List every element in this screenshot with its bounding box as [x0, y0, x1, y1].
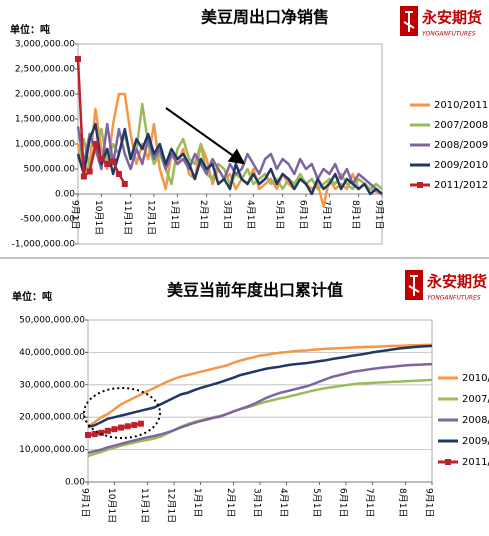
- unit-label: 单位：吨: [12, 290, 52, 303]
- point-marker: [98, 429, 105, 436]
- x-tick-label: 3月1日: [252, 488, 263, 517]
- legend-label: 2009/2010: [434, 160, 488, 171]
- logo-icon-stroke: [408, 275, 420, 296]
- point-marker: [124, 423, 131, 430]
- point-marker: [121, 181, 128, 187]
- legend-label: 2010/2011: [462, 373, 489, 384]
- legend-label: 2011/2012: [434, 180, 488, 191]
- x-tick-label: 9月1日: [80, 488, 91, 517]
- point-marker: [91, 431, 98, 438]
- line-series: [87, 362, 433, 455]
- x-tick-label: 11月1日: [122, 200, 133, 235]
- x-tick-label: 1月1日: [169, 200, 180, 229]
- x-tick-label: 9月1日: [374, 200, 385, 229]
- x-tick-label: 1月1日: [192, 488, 203, 517]
- y-tick-label: 1,000,000.00: [15, 140, 75, 150]
- y-tick-label: 0.00: [65, 478, 85, 488]
- y-tick-label: 40,000,000.00: [19, 348, 85, 358]
- x-tick-label: 8月1日: [397, 488, 408, 517]
- x-tick-label: 8月1日: [350, 200, 361, 229]
- x-tick-label: 10月1日: [93, 200, 104, 235]
- legend-marker: [445, 459, 451, 465]
- legend-label: 2008/2009: [434, 140, 488, 151]
- point-marker: [98, 156, 105, 162]
- point-marker: [86, 168, 93, 175]
- legend-marker: [417, 182, 423, 188]
- x-tick-label: 9月1日: [424, 488, 435, 517]
- y-tick-label: 3,000,000.00: [15, 40, 75, 50]
- legend-label: 2008/2009: [462, 415, 489, 426]
- unit-label: 单位：吨: [10, 23, 50, 36]
- x-tick-label: 12月1日: [146, 200, 157, 235]
- y-tick-label: 20,000,000.00: [19, 413, 85, 423]
- x-tick-label: 12月1日: [166, 488, 177, 523]
- x-tick-label: 9月1日: [70, 200, 81, 229]
- y-tick-label: 30,000,000.00: [19, 380, 85, 390]
- x-tick-label: 7月1日: [364, 488, 375, 517]
- y-tick-label: -1,000,000.00: [12, 240, 76, 250]
- logo-tagline: YONGANFUTURES: [422, 31, 476, 38]
- x-tick-label: 6月1日: [338, 488, 349, 517]
- line-series: [87, 344, 433, 429]
- line-series: [76, 122, 383, 196]
- logo-name: 永安期货: [426, 273, 487, 291]
- point-marker: [80, 173, 87, 180]
- legend-label: 2009/2010: [462, 436, 489, 447]
- y-tick-label: 2,000,000.00: [15, 90, 75, 100]
- point-marker: [104, 427, 111, 434]
- x-tick-label: 5月1日: [311, 488, 322, 517]
- logo-icon-stroke: [403, 11, 415, 32]
- y-tick-label: -500,000.00: [20, 215, 75, 225]
- y-tick-label: 0.00: [55, 190, 75, 200]
- point-marker: [137, 420, 144, 427]
- line-series: [87, 343, 432, 428]
- line-series: [87, 378, 433, 458]
- x-tick-label: 11月1日: [139, 488, 150, 523]
- legend-label: 2007/2008: [434, 120, 488, 131]
- x-tick-label: 3月1日: [222, 200, 233, 229]
- x-tick-label: 4月1日: [278, 488, 289, 517]
- x-tick-label: 10月1日: [106, 488, 117, 523]
- point-marker: [111, 426, 118, 433]
- x-tick-label: 6月1日: [298, 200, 309, 229]
- x-tick-label: 4月1日: [245, 200, 256, 229]
- point-marker: [115, 171, 122, 177]
- y-tick-label: 10,000,000.00: [19, 445, 85, 455]
- point-marker: [104, 161, 111, 167]
- point-marker: [85, 432, 91, 439]
- y-tick-label: 50,000,000.00: [19, 316, 85, 326]
- chart-title: 美豆周出口净销售: [201, 8, 329, 27]
- x-tick-label: 7月1日: [321, 200, 332, 229]
- legend-label: 2011/2012: [462, 457, 489, 468]
- point-marker: [131, 421, 138, 428]
- point-marker: [75, 56, 81, 62]
- x-tick-label: 2月1日: [198, 200, 209, 229]
- point-marker: [92, 141, 99, 147]
- chart-title: 美豆当前年度出口累计值: [167, 281, 343, 300]
- point-marker: [110, 158, 117, 165]
- logo-name: 永安期货: [421, 9, 482, 27]
- legend-label: 2010/2011: [434, 100, 488, 111]
- x-tick-label: 5月1日: [274, 200, 285, 229]
- trend-arrow: [165, 107, 246, 165]
- y-tick-label: 500,000.00: [23, 165, 75, 175]
- x-tick-label: 2月1日: [225, 488, 236, 517]
- point-marker: [118, 424, 125, 431]
- legend-label: 2007/2008: [462, 394, 489, 405]
- logo-tagline: YONGANFUTURES: [427, 295, 481, 302]
- y-tick-label: 1,500,000.00: [15, 115, 75, 125]
- highlight-ellipse: [83, 387, 161, 439]
- y-tick-label: 2,500,000.00: [15, 65, 75, 75]
